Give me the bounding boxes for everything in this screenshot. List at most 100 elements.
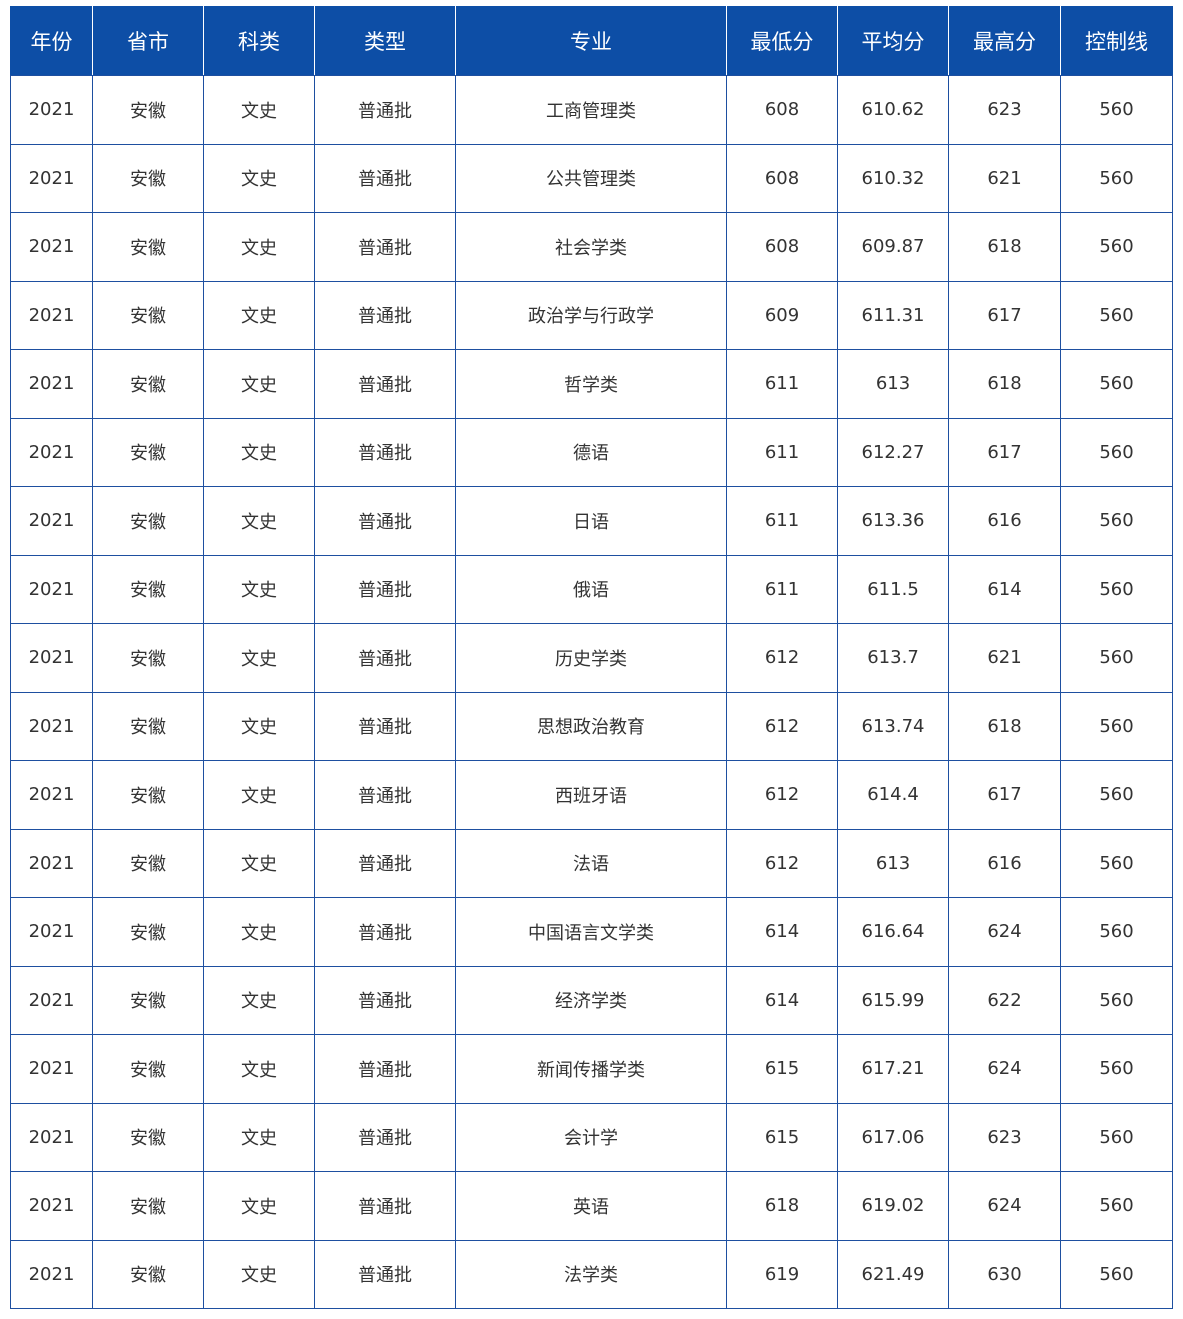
table-row: 2021 安徽 文史 普通批 公共管理类 608 610.32 621 560 [10,143,1173,213]
cell-province: 安徽 [92,965,204,1035]
cell-max-score: 623 [948,75,1061,145]
cell-batch: 普通批 [314,691,456,761]
cell-province: 安徽 [92,349,204,419]
cell-year: 2021 [10,1171,93,1241]
cell-max-score: 624 [948,1171,1061,1241]
table-row: 2021 安徽 文史 普通批 新闻传播学类 615 617.21 624 560 [10,1034,1173,1104]
cell-year: 2021 [10,554,93,624]
cell-avg-score: 616.64 [837,897,949,967]
cell-category: 文史 [203,1171,315,1241]
cell-batch: 普通批 [314,554,456,624]
cell-category: 文史 [203,1102,315,1172]
cell-major: 德语 [455,417,727,487]
cell-province: 安徽 [92,691,204,761]
cell-max-score: 622 [948,965,1061,1035]
cell-min-score: 619 [726,1239,838,1309]
cell-batch: 普通批 [314,417,456,487]
cell-control-line: 560 [1060,1034,1173,1104]
cell-batch: 普通批 [314,828,456,898]
table-row: 2021 安徽 文史 普通批 英语 618 619.02 624 560 [10,1171,1173,1241]
cell-control-line: 560 [1060,965,1173,1035]
cell-province: 安徽 [92,623,204,693]
cell-min-score: 612 [726,623,838,693]
cell-year: 2021 [10,349,93,419]
cell-control-line: 560 [1060,75,1173,145]
cell-year: 2021 [10,760,93,830]
cell-batch: 普通批 [314,486,456,556]
cell-major: 俄语 [455,554,727,624]
cell-control-line: 560 [1060,417,1173,487]
header-category: 科类 [203,6,315,76]
cell-year: 2021 [10,417,93,487]
cell-province: 安徽 [92,75,204,145]
cell-province: 安徽 [92,897,204,967]
cell-avg-score: 612.27 [837,417,949,487]
cell-min-score: 611 [726,417,838,487]
cell-province: 安徽 [92,280,204,350]
cell-avg-score: 611.5 [837,554,949,624]
header-min-score: 最低分 [726,6,838,76]
cell-major: 日语 [455,486,727,556]
cell-min-score: 611 [726,349,838,419]
cell-batch: 普通批 [314,1102,456,1172]
cell-control-line: 560 [1060,623,1173,693]
table-row: 2021 安徽 文史 普通批 会计学 615 617.06 623 560 [10,1102,1173,1172]
table-row: 2021 安徽 文史 普通批 政治学与行政学 609 611.31 617 560 [10,280,1173,350]
cell-major: 法语 [455,828,727,898]
table-row: 2021 安徽 文史 普通批 日语 611 613.36 616 560 [10,486,1173,556]
cell-year: 2021 [10,212,93,282]
cell-avg-score: 613 [837,349,949,419]
cell-avg-score: 610.32 [837,143,949,213]
cell-major: 公共管理类 [455,143,727,213]
cell-year: 2021 [10,965,93,1035]
cell-avg-score: 610.62 [837,75,949,145]
cell-category: 文史 [203,417,315,487]
cell-major: 工商管理类 [455,75,727,145]
cell-min-score: 612 [726,828,838,898]
cell-year: 2021 [10,897,93,967]
cell-province: 安徽 [92,1102,204,1172]
cell-avg-score: 611.31 [837,280,949,350]
cell-category: 文史 [203,828,315,898]
cell-major: 经济学类 [455,965,727,1035]
cell-min-score: 608 [726,212,838,282]
cell-avg-score: 617.21 [837,1034,949,1104]
cell-control-line: 560 [1060,554,1173,624]
cell-category: 文史 [203,280,315,350]
cell-control-line: 560 [1060,349,1173,419]
cell-major: 西班牙语 [455,760,727,830]
table-row: 2021 安徽 文史 普通批 德语 611 612.27 617 560 [10,417,1173,487]
cell-batch: 普通批 [314,760,456,830]
header-province: 省市 [92,6,204,76]
cell-category: 文史 [203,1239,315,1309]
cell-max-score: 616 [948,828,1061,898]
table-row: 2021 安徽 文史 普通批 法语 612 613 616 560 [10,828,1173,898]
cell-batch: 普通批 [314,212,456,282]
cell-max-score: 621 [948,623,1061,693]
cell-major: 新闻传播学类 [455,1034,727,1104]
table-row: 2021 安徽 文史 普通批 西班牙语 612 614.4 617 560 [10,760,1173,830]
cell-min-score: 611 [726,486,838,556]
table-row: 2021 安徽 文史 普通批 思想政治教育 612 613.74 618 560 [10,691,1173,761]
table-row: 2021 安徽 文史 普通批 经济学类 614 615.99 622 560 [10,965,1173,1035]
header-major: 专业 [455,6,727,76]
cell-control-line: 560 [1060,486,1173,556]
cell-avg-score: 615.99 [837,965,949,1035]
cell-batch: 普通批 [314,1239,456,1309]
cell-batch: 普通批 [314,143,456,213]
cell-category: 文史 [203,212,315,282]
cell-control-line: 560 [1060,691,1173,761]
cell-major: 思想政治教育 [455,691,727,761]
cell-control-line: 560 [1060,897,1173,967]
cell-min-score: 612 [726,691,838,761]
cell-province: 安徽 [92,486,204,556]
cell-province: 安徽 [92,417,204,487]
cell-province: 安徽 [92,554,204,624]
cell-avg-score: 613.74 [837,691,949,761]
cell-max-score: 617 [948,417,1061,487]
header-avg-score: 平均分 [837,6,949,76]
cell-control-line: 560 [1060,212,1173,282]
header-batch: 类型 [314,6,456,76]
cell-category: 文史 [203,623,315,693]
cell-avg-score: 613 [837,828,949,898]
